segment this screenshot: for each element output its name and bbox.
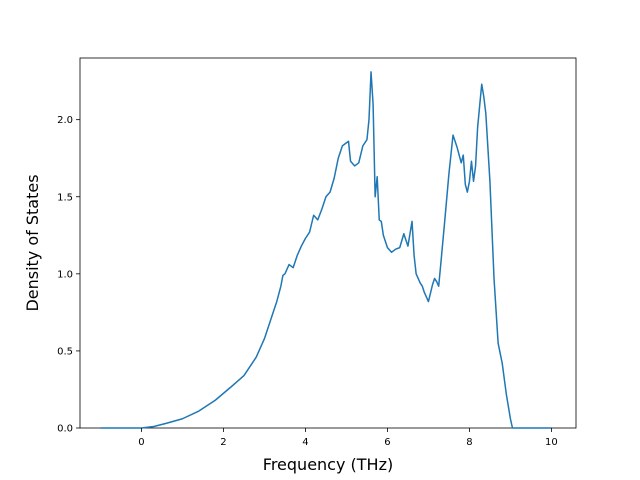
- y-axis-ticks: 0.0 0.5 1.0 1.5 2.0: [57, 115, 80, 435]
- x-tick-label: 8: [466, 437, 472, 448]
- x-axis-label: Frequency (THz): [263, 455, 393, 474]
- x-axis-ticks: 0 2 4 6 8 10: [138, 428, 558, 448]
- x-tick-label: 4: [302, 437, 308, 448]
- y-axis-label: Density of States: [23, 174, 42, 311]
- y-tick-label: 0.0: [57, 424, 73, 435]
- plot-area: [79, 57, 577, 429]
- x-tick-label: 2: [220, 437, 226, 448]
- y-tick-label: 1.0: [57, 269, 73, 280]
- x-tick-label: 6: [384, 437, 390, 448]
- y-tick-label: 2.0: [57, 115, 73, 126]
- y-tick-label: 0.5: [57, 346, 73, 357]
- plot-frame: [79, 57, 577, 429]
- y-tick-label: 1.5: [57, 192, 73, 203]
- series-line: [100, 71, 552, 429]
- x-tick-label: 10: [545, 437, 558, 448]
- x-tick-label: 0: [138, 437, 144, 448]
